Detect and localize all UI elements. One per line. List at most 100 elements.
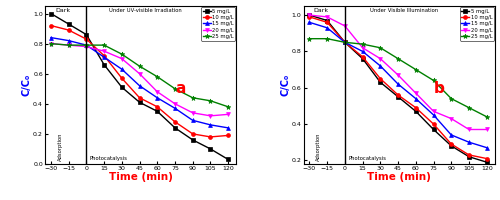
Text: b: b	[434, 81, 445, 96]
5 mg/L	[378, 81, 384, 83]
X-axis label: Time (min): Time (min)	[368, 172, 431, 182]
5 mg/L	[360, 57, 366, 60]
25 mg/L	[306, 37, 312, 40]
15 mg/L	[172, 107, 178, 110]
20 mg/L	[378, 57, 384, 60]
15 mg/L	[136, 85, 142, 87]
10 mg/L	[448, 143, 454, 145]
Line: 5 mg/L: 5 mg/L	[49, 12, 230, 161]
15 mg/L	[466, 141, 472, 143]
20 mg/L	[360, 47, 366, 49]
25 mg/L	[342, 41, 348, 44]
25 mg/L	[66, 44, 71, 46]
20 mg/L	[154, 91, 160, 93]
5 mg/L	[324, 19, 330, 22]
10 mg/L	[119, 77, 125, 79]
10 mg/L	[360, 56, 366, 58]
10 mg/L	[225, 134, 231, 137]
20 mg/L	[190, 112, 196, 114]
20 mg/L	[119, 57, 125, 60]
25 mg/L	[466, 107, 472, 109]
25 mg/L	[101, 44, 107, 46]
5 mg/L	[342, 41, 348, 44]
Y-axis label: C/C₀: C/C₀	[22, 74, 32, 96]
Line: 15 mg/L: 15 mg/L	[308, 20, 488, 150]
5 mg/L	[101, 63, 107, 66]
15 mg/L	[84, 44, 89, 46]
15 mg/L	[342, 41, 348, 44]
10 mg/L	[48, 24, 54, 27]
20 mg/L	[84, 45, 89, 48]
10 mg/L	[306, 16, 312, 18]
25 mg/L	[378, 47, 384, 49]
15 mg/L	[484, 146, 490, 149]
15 mg/L	[119, 68, 125, 70]
10 mg/L	[430, 123, 436, 125]
25 mg/L	[119, 53, 125, 55]
5 mg/L	[66, 23, 71, 25]
20 mg/L	[101, 50, 107, 52]
Text: Dark: Dark	[314, 8, 329, 13]
10 mg/L	[172, 121, 178, 123]
10 mg/L	[484, 157, 490, 160]
5 mg/L	[48, 12, 54, 15]
10 mg/L	[413, 107, 419, 109]
Line: 5 mg/L: 5 mg/L	[308, 13, 488, 164]
20 mg/L	[48, 42, 54, 45]
15 mg/L	[360, 50, 366, 53]
25 mg/L	[413, 68, 419, 71]
25 mg/L	[448, 97, 454, 100]
20 mg/L	[172, 103, 178, 105]
25 mg/L	[48, 42, 54, 45]
Y-axis label: C/C₀: C/C₀	[280, 74, 290, 96]
5 mg/L	[119, 86, 125, 88]
Line: 25 mg/L: 25 mg/L	[307, 36, 489, 119]
Text: Photocatalysis: Photocatalysis	[348, 156, 387, 161]
20 mg/L	[225, 113, 231, 116]
15 mg/L	[413, 97, 419, 100]
20 mg/L	[413, 92, 419, 94]
25 mg/L	[225, 106, 231, 108]
15 mg/L	[378, 65, 384, 67]
Line: 10 mg/L: 10 mg/L	[308, 15, 488, 160]
25 mg/L	[360, 43, 366, 45]
10 mg/L	[208, 136, 214, 138]
Text: Photocatalysis: Photocatalysis	[90, 156, 128, 161]
20 mg/L	[136, 73, 142, 75]
25 mg/L	[484, 116, 490, 118]
Text: Under Visible Illumination: Under Visible Illumination	[370, 8, 438, 13]
15 mg/L	[306, 21, 312, 24]
5 mg/L	[448, 145, 454, 147]
15 mg/L	[66, 39, 71, 42]
5 mg/L	[466, 156, 472, 158]
25 mg/L	[84, 44, 89, 46]
Line: 10 mg/L: 10 mg/L	[49, 24, 230, 139]
15 mg/L	[208, 124, 214, 126]
25 mg/L	[208, 100, 214, 102]
10 mg/L	[324, 21, 330, 24]
15 mg/L	[101, 56, 107, 58]
15 mg/L	[48, 36, 54, 39]
Text: a: a	[176, 81, 186, 96]
10 mg/L	[136, 97, 142, 99]
Line: 15 mg/L: 15 mg/L	[49, 36, 230, 130]
10 mg/L	[101, 54, 107, 57]
5 mg/L	[395, 96, 401, 98]
20 mg/L	[466, 128, 472, 131]
10 mg/L	[342, 41, 348, 44]
25 mg/L	[136, 65, 142, 67]
10 mg/L	[190, 133, 196, 135]
20 mg/L	[448, 117, 454, 120]
5 mg/L	[208, 148, 214, 150]
25 mg/L	[172, 88, 178, 90]
15 mg/L	[154, 97, 160, 99]
25 mg/L	[154, 76, 160, 78]
10 mg/L	[395, 94, 401, 96]
Line: 25 mg/L: 25 mg/L	[48, 41, 230, 109]
20 mg/L	[66, 44, 71, 46]
Text: Adsorption: Adsorption	[316, 132, 322, 161]
20 mg/L	[306, 14, 312, 16]
20 mg/L	[324, 16, 330, 18]
20 mg/L	[395, 74, 401, 76]
5 mg/L	[136, 101, 142, 104]
